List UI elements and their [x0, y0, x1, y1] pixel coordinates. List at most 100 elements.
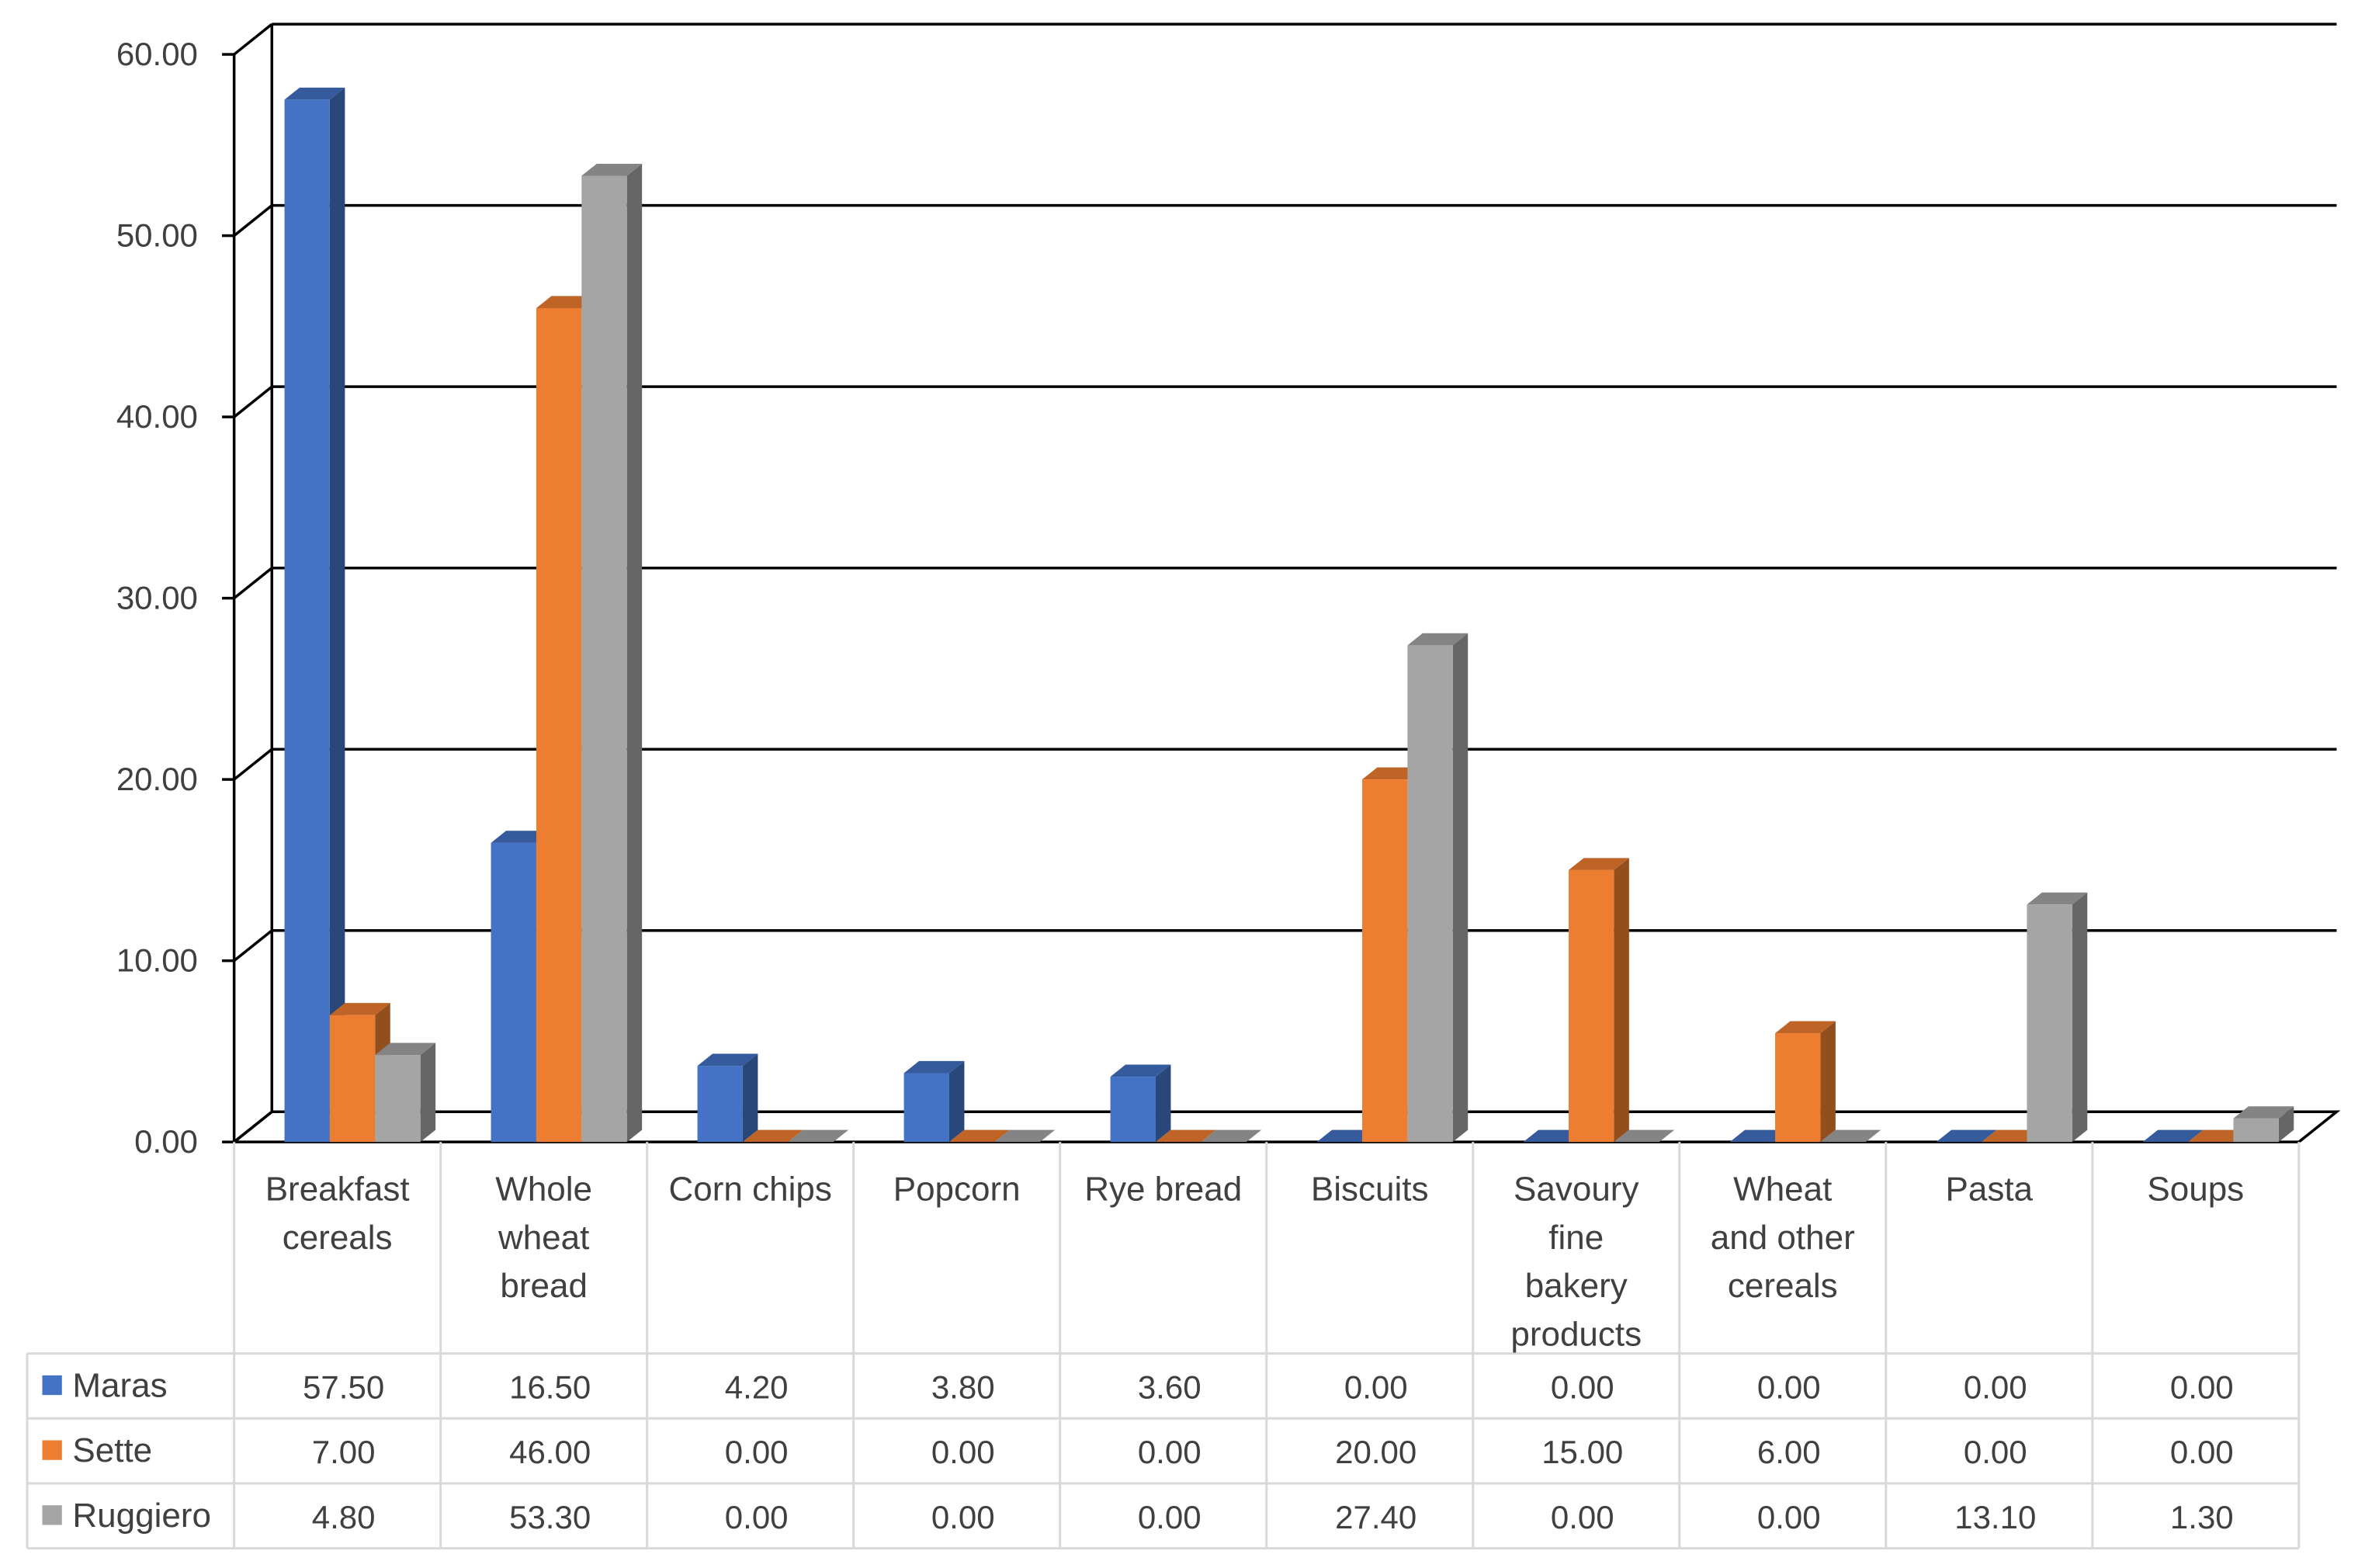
bar-front	[329, 1015, 376, 1143]
bar-top	[742, 1129, 803, 1143]
table-cell-value: 0.00	[2170, 1434, 2234, 1470]
bar	[581, 163, 643, 1143]
bar-side	[1820, 1021, 1836, 1143]
y-axis: 0.00 10.00 20.00 30.00 40.00 50.00 60.00	[116, 24, 274, 1160]
bar	[2027, 892, 2088, 1143]
legend-label: Ruggiero	[72, 1497, 211, 1535]
table-cell-value: 0.00	[931, 1434, 995, 1470]
category-label: Wheat	[1733, 1171, 1832, 1209]
table-cell-value: 0.00	[1551, 1499, 1614, 1535]
bar	[375, 1042, 436, 1143]
category-label: cereals	[283, 1219, 393, 1257]
bar-top	[1936, 1129, 1997, 1143]
table-cell-value: 20.00	[1335, 1434, 1417, 1470]
bar-top	[2142, 1129, 2204, 1143]
gridline-side	[233, 929, 273, 963]
bar-top	[2027, 892, 2088, 905]
table-cell-value: 3.80	[931, 1369, 995, 1405]
category-label: Whole	[495, 1171, 592, 1209]
table-cell-value: 0.00	[725, 1434, 789, 1470]
bar-front	[1110, 1077, 1156, 1143]
bar-top	[1614, 1129, 1675, 1143]
table-cell-value: 57.50	[303, 1369, 384, 1405]
y-tick-label: 20.00	[116, 761, 198, 797]
y-tick-label: 0.00	[134, 1123, 198, 1160]
table-cell-value: 0.00	[1964, 1434, 2027, 1470]
bar	[742, 1129, 803, 1143]
bar-top	[1820, 1129, 1881, 1143]
category-label: wheat	[498, 1219, 589, 1257]
table-cell-value: 0.00	[1551, 1369, 1614, 1405]
bar-side	[626, 163, 643, 1143]
bar-front	[903, 1073, 949, 1143]
category-label: Savoury	[1514, 1171, 1638, 1209]
table-cell-value: 0.00	[1138, 1434, 1202, 1470]
bar-front	[536, 307, 582, 1143]
category-label: bakery	[1525, 1267, 1628, 1305]
table-cell-value: 46.00	[509, 1434, 591, 1470]
bar	[1820, 1129, 1881, 1143]
bar	[2233, 1106, 2294, 1143]
bar	[994, 1129, 1056, 1143]
legend-swatch	[42, 1440, 62, 1460]
bar	[1110, 1064, 1171, 1143]
y-tick-label: 40.00	[116, 398, 198, 435]
bar-top	[2233, 1106, 2294, 1119]
bar-top	[1775, 1021, 1836, 1034]
data-table: Breakfast cereals Whole wheat bread Corn chip…	[26, 1142, 2301, 1550]
table-cell-value: 13.10	[1954, 1499, 2036, 1535]
y-tick-label: 10.00	[116, 942, 198, 979]
bar-front	[1362, 779, 1408, 1143]
table-cell-value: 0.00	[725, 1499, 789, 1535]
bar-front	[1407, 645, 1453, 1143]
bar-front	[2233, 1118, 2279, 1143]
bar	[1155, 1129, 1216, 1143]
category-label: Corn chips	[669, 1171, 832, 1209]
table-cell-value: 3.60	[1138, 1369, 1202, 1405]
bar-top	[903, 1060, 965, 1074]
category-label: Rye bread	[1084, 1171, 1242, 1209]
bar-top	[536, 296, 597, 308]
table-cell-value: 16.50	[509, 1369, 591, 1405]
legend-label: Maras	[72, 1366, 167, 1404]
bar-top	[994, 1129, 1056, 1143]
category-label: Biscuits	[1311, 1171, 1429, 1209]
bar-top	[375, 1042, 436, 1056]
table-cell-value: 0.00	[1344, 1369, 1408, 1405]
bar	[284, 87, 345, 1143]
category-label: products	[1510, 1315, 1642, 1353]
gridline-side	[233, 204, 273, 237]
bar	[1201, 1129, 1262, 1143]
table-cell-value: 1.30	[2170, 1499, 2234, 1535]
bars	[284, 87, 2294, 1143]
table-cell-value: 4.20	[725, 1369, 789, 1405]
bar-top	[1110, 1064, 1171, 1077]
bar-front	[1569, 869, 1614, 1143]
y-tick-label: 30.00	[116, 580, 198, 616]
bar-front	[581, 175, 627, 1143]
bar-top	[1201, 1129, 1262, 1143]
table-cell-value: 0.00	[931, 1499, 995, 1535]
table-cell-value: 7.00	[312, 1434, 376, 1470]
gridline-side	[233, 748, 273, 781]
table-cell-value: 0.00	[1757, 1499, 1821, 1535]
table-cell-value: 6.00	[1757, 1434, 1821, 1470]
bar-side	[1155, 1064, 1171, 1143]
table-cell-value: 15.00	[1541, 1434, 1623, 1470]
bar	[1407, 633, 1469, 1143]
y-tick-label: 60.00	[116, 36, 198, 72]
gridline-side	[233, 567, 273, 599]
bar-top	[1407, 633, 1469, 646]
category-label: Popcorn	[893, 1171, 1021, 1209]
bar-front	[2027, 904, 2072, 1143]
category-label: and other	[1711, 1219, 1855, 1257]
gridline-side	[233, 23, 273, 56]
bar-side	[948, 1060, 965, 1143]
category-label: Soups	[2147, 1171, 2244, 1209]
table-cell-value: 0.00	[2170, 1369, 2234, 1405]
bar	[697, 1053, 758, 1143]
bar-side	[742, 1053, 758, 1143]
bar-side	[2278, 1106, 2294, 1143]
category-label: bread	[500, 1267, 588, 1305]
